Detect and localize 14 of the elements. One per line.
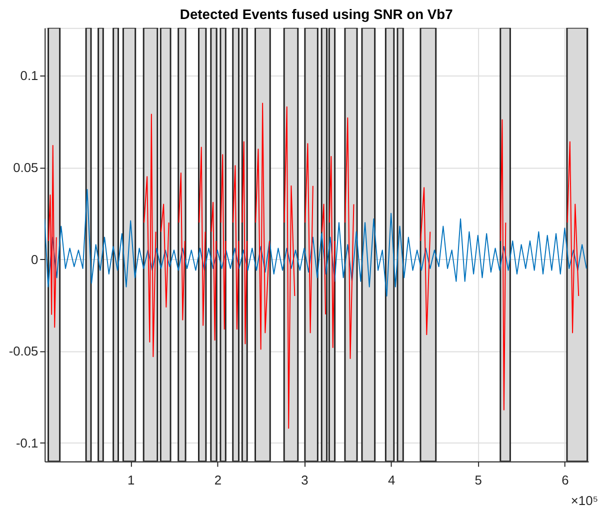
y-tick-label: 0.05 [13,160,38,175]
y-tick-label: 0.1 [20,68,38,84]
x-tick-label: 3 [301,472,308,488]
x-tick-label: 5 [474,472,482,488]
x-tick-label: 2 [214,472,222,488]
x-tick-label: 4 [388,472,396,488]
chart-title: Detected Events fused using SNR on Vb7 [180,6,454,22]
y-tick-label: 0 [31,252,38,267]
x-tick-label: 1 [128,472,135,488]
text: ×10⁵ [570,492,598,508]
y-tick-label: -0.1 [16,435,38,450]
x-tick-label: 6 [562,472,569,488]
line-series [44,189,587,297]
y-tick-label: -0.05 [8,344,38,359]
